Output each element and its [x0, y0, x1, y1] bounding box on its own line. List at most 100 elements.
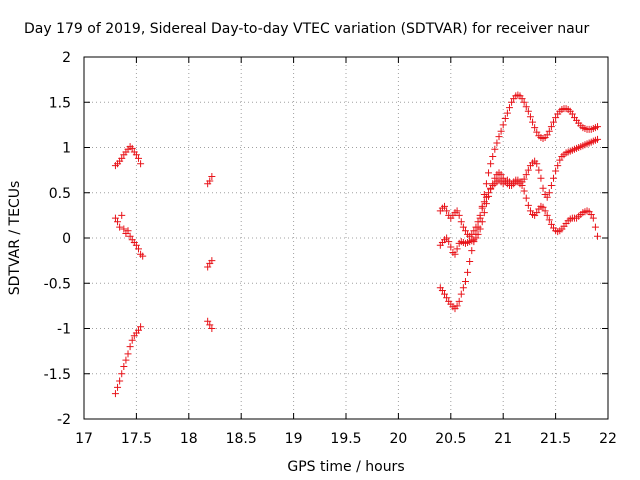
x-tick-label: 18: [180, 431, 198, 447]
data-point-s1: [522, 171, 530, 179]
data-point-s3: [539, 203, 547, 211]
data-point-s3: [518, 182, 526, 190]
data-point-s1: [124, 350, 132, 358]
y-tick-label: -2: [57, 412, 71, 428]
data-point-s2: [485, 169, 493, 177]
data-point-s2: [505, 104, 513, 112]
data-point-s2: [594, 123, 602, 131]
data-point-s2: [522, 103, 530, 111]
y-tick-label: 1: [62, 141, 71, 157]
data-point-s2: [461, 277, 469, 285]
data-point-s3: [591, 223, 599, 231]
data-point-s1: [552, 167, 560, 175]
data-point-s2: [503, 109, 511, 117]
x-tick-label: 22: [599, 431, 617, 447]
data-point-s1: [120, 363, 128, 371]
data-point-s2: [550, 118, 558, 126]
data-point-s1: [118, 154, 126, 162]
x-tick-label: 20: [389, 431, 407, 447]
data-point-s2: [545, 127, 553, 135]
data-point-s1: [134, 245, 142, 253]
data-point-s3: [522, 194, 530, 202]
data-point-s1: [137, 160, 145, 168]
data-point-s1: [204, 263, 212, 271]
data-point-s2: [459, 284, 467, 292]
axis-ticks: [83, 56, 609, 420]
data-point-s1: [120, 225, 128, 233]
data-point-s1: [137, 323, 145, 331]
data-point-s3: [478, 218, 486, 226]
data-point-s1: [535, 166, 543, 174]
data-point-s2: [443, 294, 451, 302]
data-point-s2: [552, 114, 560, 122]
data-point-s3: [587, 210, 595, 218]
data-point-s2: [520, 98, 528, 106]
data-point-s2: [508, 98, 516, 106]
data-point-s3: [447, 243, 455, 251]
data-point-s2: [468, 247, 476, 255]
data-point-s2: [480, 191, 488, 199]
data-point-s3: [445, 238, 453, 246]
data-point-s3: [543, 211, 551, 219]
data-point-s1: [134, 154, 142, 162]
data-point-s3: [499, 174, 507, 182]
data-point-s2: [487, 160, 495, 168]
data-point-s2: [441, 290, 449, 298]
data-point-s1: [545, 189, 553, 197]
data-point-s1: [122, 356, 130, 364]
data-point-s1: [132, 151, 140, 159]
data-point-s3: [453, 245, 461, 253]
data-point-s2: [501, 115, 509, 123]
data-point-s3: [451, 250, 459, 258]
x-tick-label: 19: [285, 431, 303, 447]
data-point-s2: [478, 202, 486, 210]
data-point-s2: [438, 286, 446, 294]
x-tick-label: 19.5: [330, 431, 361, 447]
data-point-s2: [457, 290, 465, 298]
data-point-s1: [594, 135, 602, 143]
x-tick-label: 17: [75, 431, 93, 447]
y-tick-label: -1: [57, 322, 71, 338]
y-tick-labels: -2 -1.5 -1 -0.5 0 0.5 1 1.5 2: [44, 50, 71, 428]
data-point-s3: [545, 216, 553, 224]
data-point-s2: [455, 297, 463, 305]
data-point-s2: [568, 110, 576, 118]
data-point-s2: [531, 124, 539, 132]
data-point-s2: [476, 214, 484, 222]
y-tick-label: 1.5: [49, 95, 71, 111]
data-point-s3: [480, 209, 488, 217]
x-tick-label: 20.5: [435, 431, 466, 447]
data-point-s3: [547, 220, 555, 228]
data-point-s1: [204, 317, 212, 325]
data-point-s3: [491, 174, 499, 182]
data-point-s2: [489, 153, 497, 161]
data-point-s3: [594, 232, 602, 240]
x-tick-label: 21: [494, 431, 512, 447]
data-point-s1: [208, 325, 216, 332]
data-point-s3: [497, 171, 505, 179]
data-point-s1: [206, 177, 214, 185]
data-point-s1: [537, 174, 545, 182]
data-point-s3: [443, 234, 451, 242]
data-points: [111, 91, 602, 398]
data-point-s2: [529, 118, 537, 126]
x-axis-label: GPS time / hours: [287, 459, 404, 475]
data-point-s3: [533, 209, 541, 217]
data-point-s1: [550, 174, 558, 182]
chart-title: Day 179 of 2019, Sidereal Day-to-day VTE…: [24, 21, 590, 37]
data-point-s1: [124, 227, 132, 235]
data-point-s2: [497, 127, 505, 135]
data-point-s3: [589, 214, 597, 222]
data-point-s3: [476, 225, 484, 233]
data-point-s2: [526, 113, 534, 121]
data-point-s2: [543, 131, 551, 139]
data-point-s1: [453, 207, 461, 215]
x-tick-labels: 17 17.5 18 18.5 19 19.5 20 20.5 21 21.5 22: [75, 431, 617, 447]
data-point-s1: [118, 211, 126, 219]
y-tick-label: -0.5: [44, 276, 71, 292]
data-point-s2: [493, 139, 501, 147]
data-point-s1: [533, 160, 541, 168]
data-point-s2: [466, 258, 474, 266]
data-point-s3: [526, 207, 534, 215]
y-tick-label: -1.5: [44, 367, 71, 383]
